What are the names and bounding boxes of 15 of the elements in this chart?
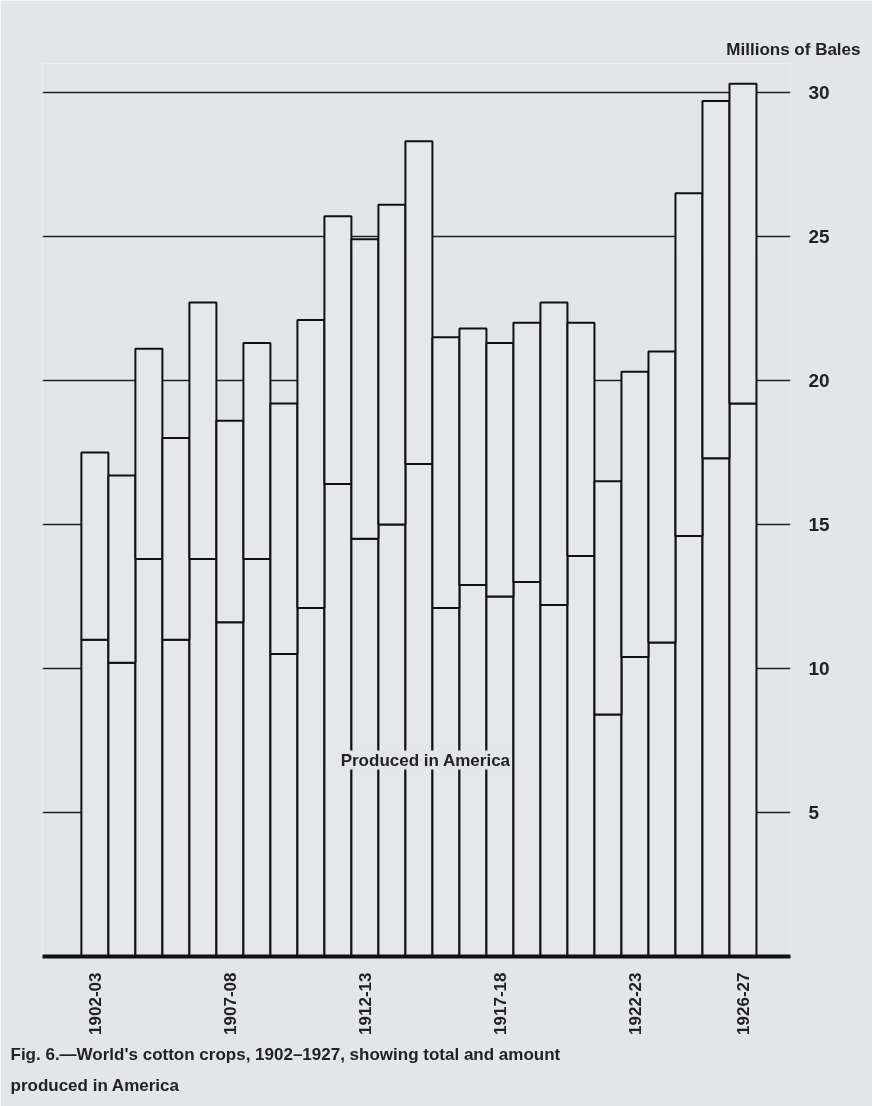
x-tick-label: 1926-27 bbox=[733, 972, 753, 1035]
x-tick-label: 1922-23 bbox=[625, 972, 645, 1035]
y-tick-label: 15 bbox=[808, 513, 831, 535]
x-tick-label: 1907-08 bbox=[220, 972, 240, 1035]
y-tick-label: 20 bbox=[808, 369, 830, 391]
text: Fig. 6.—World's cotton crops, 1902–1927, showing total and amount produced in America bbox=[10, 1044, 561, 1095]
y-tick-label: 10 bbox=[808, 657, 830, 679]
series-label: Produced in America bbox=[340, 750, 511, 770]
x-tick-label: 1902-03 bbox=[85, 972, 105, 1035]
y-axis-title: Millions of Bales bbox=[726, 39, 861, 59]
y-tick-label: 30 bbox=[808, 81, 830, 103]
y-tick-label: 5 bbox=[808, 801, 820, 823]
y-tick-label: 25 bbox=[808, 225, 831, 247]
x-tick-label: 1912-13 bbox=[355, 972, 375, 1035]
x-tick-label: 1917-18 bbox=[490, 972, 510, 1035]
